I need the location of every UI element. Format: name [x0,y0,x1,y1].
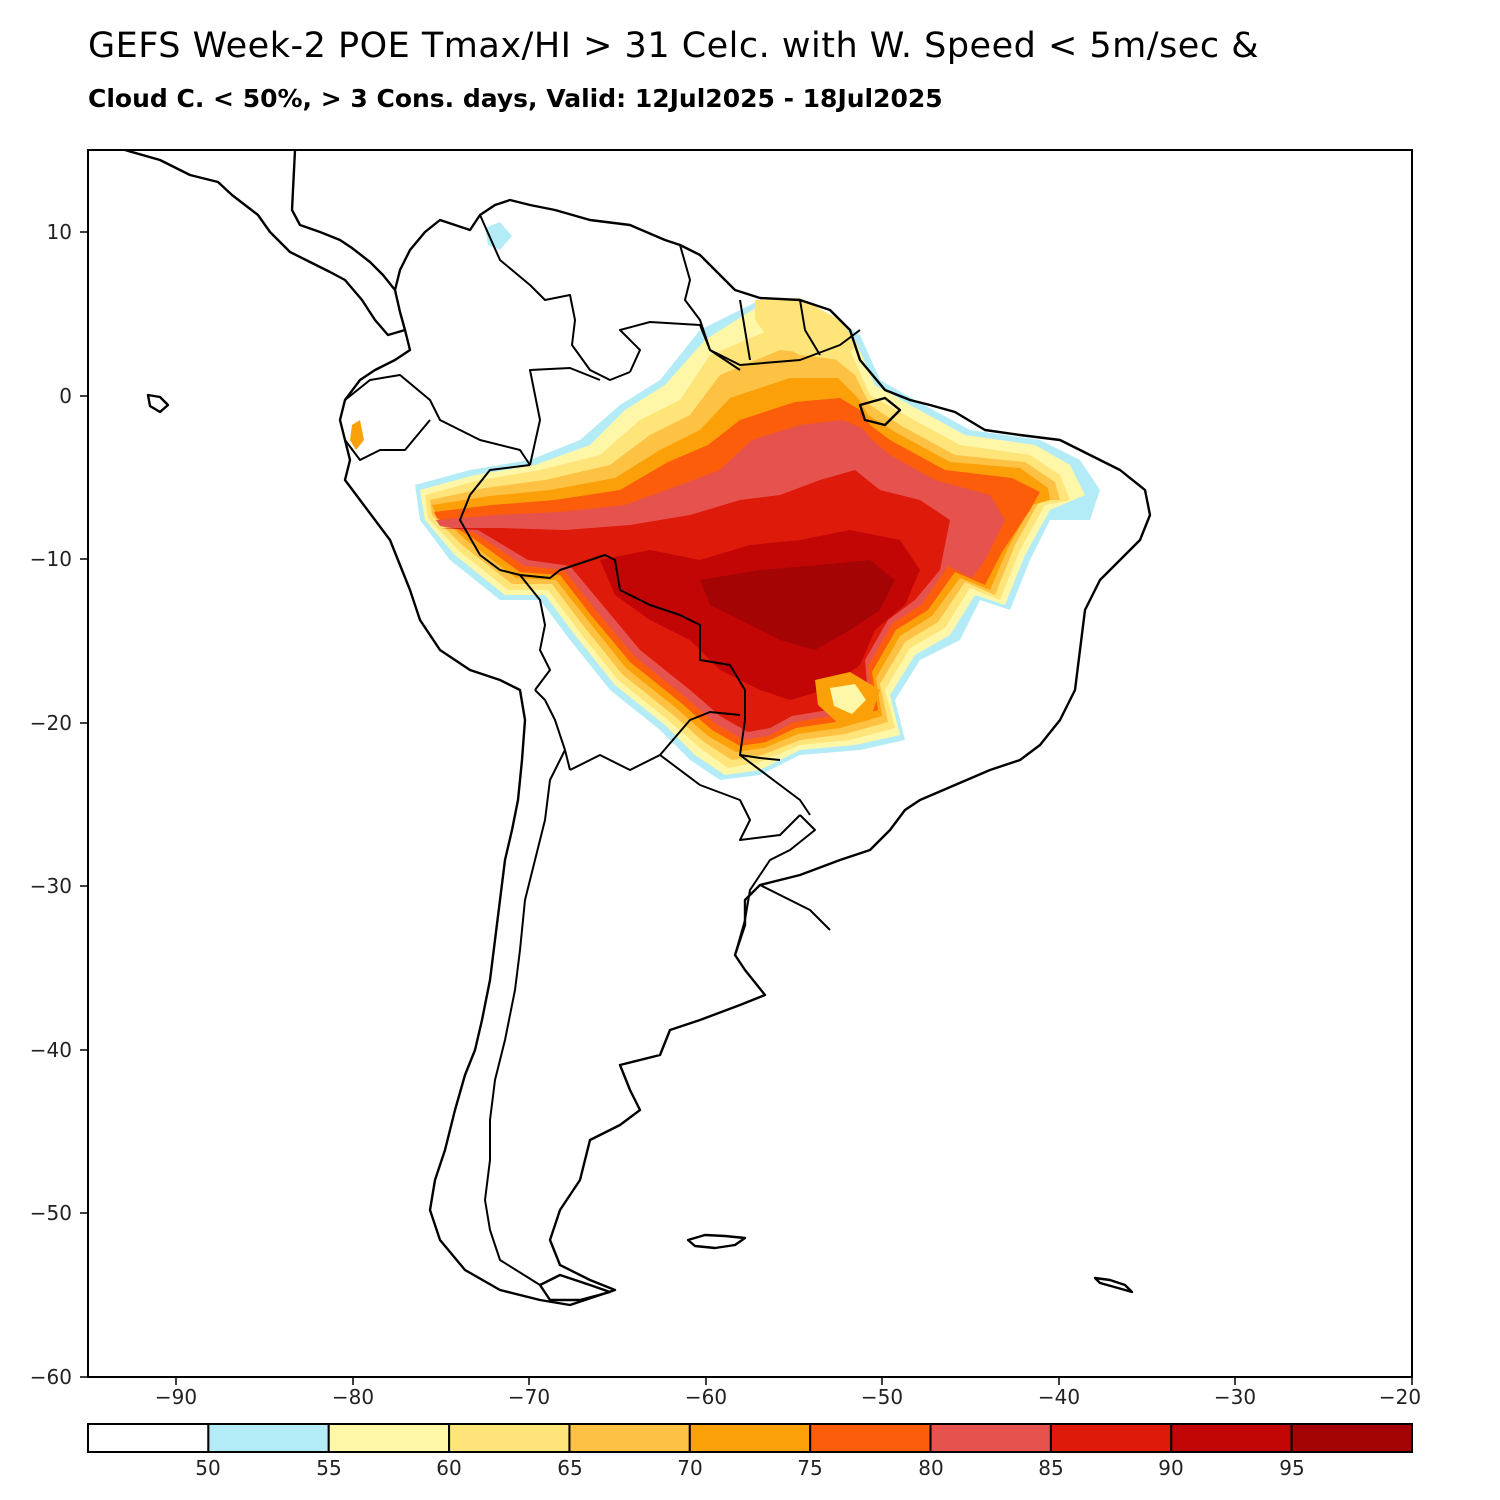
country-borders [344,214,861,1286]
x-tick-label: −80 [332,1385,374,1409]
border-suriname-fguiana [799,299,821,356]
border-argentina-uruguay [734,814,816,956]
probability-field [350,222,1100,780]
chart-title: GEFS Week-2 POE Tmax/HI > 31 Celc. with … [88,26,1259,66]
poe-gap-inner [830,684,866,714]
border-brazil-north [619,321,861,373]
x-axis [175,1377,1413,1385]
colorbar-swatch [448,1423,571,1453]
coastlines [124,150,1152,1307]
south-america-coast [338,198,1152,1307]
colorbar-label: 65 [557,1456,582,1480]
border-peru-brazil [459,464,781,761]
colorbar-swatch [1049,1423,1173,1453]
border-colombia-peru [344,374,531,466]
tierra-del-fuego [538,1273,612,1302]
border-chile-argentina [484,749,566,1286]
border-bolivia-chile [534,689,571,771]
colorbar-swatch [87,1423,210,1453]
colorbar-swatch [1290,1423,1413,1453]
y-axis [80,231,88,1378]
colorbar [87,1423,1413,1453]
colorbar-label: 70 [677,1456,702,1480]
y-axis-labels: 10 0 −10 −20 −30 −40 −50 −60 [30,220,72,1389]
colorbar-label: 75 [797,1456,822,1480]
galapagos [146,393,170,414]
border-peru-bolivia [519,574,551,691]
border-colombia-brazil [529,367,601,466]
south-georgia [1093,1276,1134,1294]
border-paraguay-brazil [739,754,811,816]
y-tick-label: −30 [30,874,72,898]
colorbar-swatch [207,1423,330,1453]
x-tick-label: −40 [1038,1385,1080,1409]
central-america-coast [124,150,407,337]
x-tick-label: −50 [861,1385,903,1409]
colorbar-label: 90 [1158,1456,1183,1480]
colorbar-swatch [568,1423,691,1453]
colorbar-label: 80 [918,1456,943,1480]
colorbar-label: 55 [316,1456,341,1480]
border-uruguay-brazil [759,884,831,931]
border-colombia-venezuela [479,214,631,381]
y-tick-label: −20 [30,711,72,735]
poe-patch-guianas [755,298,858,360]
colorbar-swatch [327,1423,451,1453]
colorbar-swatch [1170,1423,1293,1453]
border-ecuador-peru [344,419,431,461]
colorbar-label: 95 [1279,1456,1304,1480]
colorbar-label: 50 [195,1456,220,1480]
chart-subtitle: Cloud C. < 50%, > 3 Cons. days, Valid: 1… [88,84,943,113]
marajo-island [858,396,902,427]
y-tick-label: 10 [47,220,72,244]
colorbar-label: 85 [1038,1456,1063,1480]
border-guyana-suriname [739,299,751,361]
falkland-islands [686,1233,747,1250]
y-tick-label: −50 [30,1201,72,1225]
y-tick-label: −60 [30,1365,72,1389]
y-tick-label: −10 [30,547,72,571]
colorbar-swatch [929,1423,1052,1453]
x-tick-label: −30 [1214,1385,1256,1409]
poe-patch-ecuador [350,420,364,450]
x-tick-label: −60 [685,1385,727,1409]
x-tick-label: −20 [1379,1385,1421,1409]
x-tick-label: −90 [155,1385,197,1409]
y-tick-label: −40 [30,1038,72,1062]
colorbar-swatch [688,1423,812,1453]
poe-contour-95 [700,560,895,650]
colorbar-label: 60 [436,1456,461,1480]
colorbar-swatch [809,1423,932,1453]
x-tick-label: −70 [508,1385,550,1409]
x-axis-labels: −90 −80 −70 −60 −50 −40 −30 −20 [155,1385,1421,1409]
plot-frame [87,149,1413,1378]
y-tick-label: 0 [59,384,72,408]
colorbar-labels: 50 55 60 65 70 75 80 85 90 95 [195,1456,1304,1480]
border-paraguay-argentina [659,754,801,841]
